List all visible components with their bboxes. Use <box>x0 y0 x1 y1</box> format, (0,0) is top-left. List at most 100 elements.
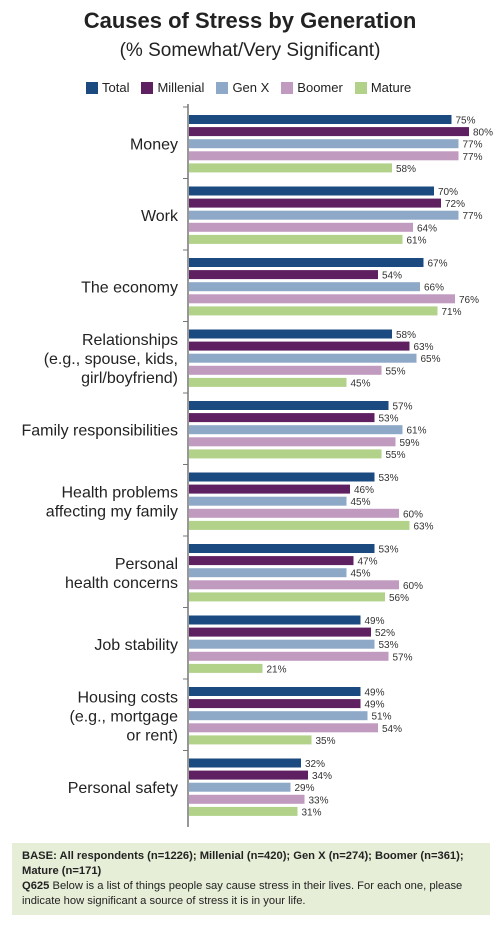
bar <box>189 437 396 447</box>
bar <box>189 353 417 363</box>
category-label: Health problems affecting my family <box>46 485 178 521</box>
bar-value-label: 60% <box>403 509 423 520</box>
bar <box>189 127 469 137</box>
bar-value-label: 49% <box>365 616 385 627</box>
bar <box>189 770 308 780</box>
bar-value-label: 47% <box>358 557 378 568</box>
bar-value-label: 61% <box>407 426 427 437</box>
bar <box>189 472 375 482</box>
bar <box>189 234 403 244</box>
bar-value-label: 63% <box>414 342 434 353</box>
bar-value-label: 61% <box>407 235 427 246</box>
bar-value-label: 53% <box>379 414 399 425</box>
bar-chart: Money75%80%77%77%58%Work70%72%77%64%61%T… <box>22 104 493 827</box>
bar <box>189 306 438 316</box>
bar <box>189 222 413 232</box>
bar <box>189 782 291 792</box>
bar-value-label: 64% <box>417 223 437 234</box>
bar <box>189 425 403 435</box>
legend-swatch <box>354 81 367 94</box>
bar-value-label: 80% <box>473 128 493 139</box>
bar <box>189 139 459 149</box>
bar <box>189 198 441 208</box>
legend-item-total: Total <box>86 80 129 95</box>
bar <box>189 663 263 673</box>
bar-value-label: 65% <box>421 354 441 365</box>
category-label: Money <box>130 137 178 154</box>
bar-value-label: 70% <box>438 187 458 198</box>
bar-value-label: 45% <box>351 378 371 389</box>
bar-value-label: 57% <box>393 402 413 413</box>
bar-value-label: 53% <box>379 545 399 556</box>
legend-swatch <box>141 81 154 94</box>
bar-value-label: 54% <box>382 271 402 282</box>
legend-label: Boomer <box>297 80 343 95</box>
bar <box>189 329 392 339</box>
bar <box>189 758 301 768</box>
bar-value-label: 67% <box>428 259 448 270</box>
bar <box>189 496 347 506</box>
category-label: Housing costs (e.g., mortgage or rent) <box>70 690 179 745</box>
bar <box>189 484 350 494</box>
bar <box>189 639 375 649</box>
bar <box>189 687 361 696</box>
bar-value-label: 34% <box>312 771 332 782</box>
bar-value-label: 63% <box>414 521 434 532</box>
category-label: The economy <box>81 280 178 297</box>
bar <box>189 341 410 351</box>
legend-swatch <box>86 81 98 94</box>
bar-value-label: 55% <box>386 450 406 461</box>
category-label: Relationships (e.g., spouse, kids, girl/bo… <box>44 332 178 387</box>
bar-value-label: 52% <box>375 628 395 639</box>
legend-swatch <box>216 81 229 94</box>
bar <box>189 210 459 220</box>
legend-label: Total <box>102 80 130 95</box>
bar <box>189 401 389 410</box>
bar <box>189 627 371 637</box>
bar <box>189 568 347 578</box>
category-label: Work <box>141 208 179 225</box>
legend: Total Millenial Gen X Boomer Mature <box>86 80 411 95</box>
bar <box>189 151 459 161</box>
bar-value-label: 56% <box>389 593 409 604</box>
bar <box>189 723 378 733</box>
chart-title: Causes of Stress by Generation <box>83 8 417 33</box>
bar <box>189 711 368 721</box>
bar-value-label: 58% <box>396 330 416 341</box>
bar-value-label: 71% <box>442 307 462 318</box>
bar <box>189 163 392 173</box>
bar <box>189 258 424 267</box>
bar <box>189 520 410 530</box>
bar-value-label: 57% <box>393 652 413 663</box>
bar <box>189 508 399 518</box>
bar <box>189 365 382 375</box>
bar-value-label: 51% <box>372 712 392 723</box>
category-label: Personal safety <box>68 780 178 797</box>
bar-value-label: 59% <box>400 438 420 449</box>
category-label: Job stability <box>94 637 178 654</box>
legend-item-mature: Mature <box>354 80 411 95</box>
bar-value-label: 45% <box>351 497 371 508</box>
footnote: BASE: All respondents (n=1226); Millenia… <box>12 843 490 915</box>
bar-value-label: 54% <box>382 724 402 735</box>
bar <box>189 556 354 566</box>
bar <box>189 580 399 590</box>
bar-value-label: 60% <box>403 581 423 592</box>
legend-item-millenial: Millenial <box>141 80 204 95</box>
bar <box>189 651 389 661</box>
bar <box>189 449 382 459</box>
bar <box>189 270 378 280</box>
bar <box>189 699 361 709</box>
bar-value-label: 21% <box>267 664 287 675</box>
bar <box>189 282 420 292</box>
bar-value-label: 45% <box>351 569 371 580</box>
footnote-question-code: Q625 <box>22 880 50 892</box>
bar-value-label: 49% <box>365 700 385 711</box>
chart-subtitle: (% Somewhat/Very Significant) <box>119 40 381 61</box>
bar-value-label: 49% <box>365 688 385 699</box>
legend-item-gen-x: Gen X <box>216 80 269 95</box>
bar-value-label: 53% <box>379 640 399 651</box>
bar-value-label: 46% <box>354 485 374 496</box>
footnote-base: BASE: All respondents (n=1226); Millenia… <box>22 850 464 877</box>
bar <box>189 806 298 816</box>
